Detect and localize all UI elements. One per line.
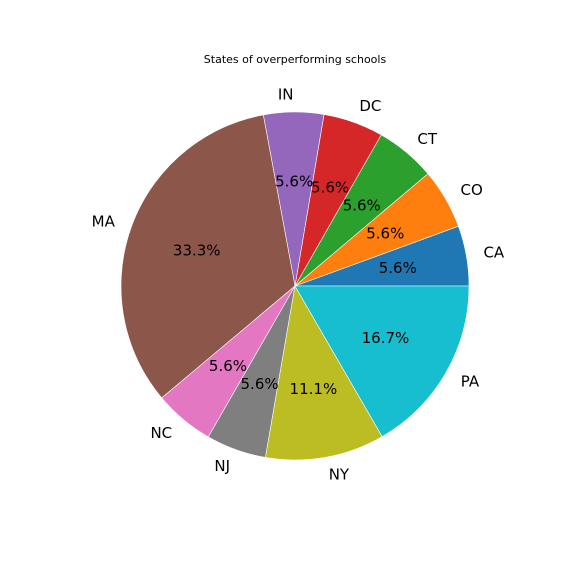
percent-label-ca: 5.6% — [379, 259, 417, 277]
slice-label-in: IN — [278, 86, 294, 104]
slice-label-nc: NC — [150, 424, 172, 442]
chart-title: States of overperforming schools — [204, 53, 387, 66]
percent-label-ct: 5.6% — [343, 197, 381, 215]
percent-label-nj: 5.6% — [241, 375, 279, 393]
percent-label-co: 5.6% — [366, 225, 404, 243]
pie-slice-ny — [265, 285, 383, 461]
percent-label-in: 5.6% — [275, 173, 313, 191]
percent-label-dc: 5.6% — [311, 179, 349, 197]
slice-label-ct: CT — [417, 130, 437, 148]
pie-slice-pa — [294, 285, 470, 438]
slice-label-ny: NY — [329, 465, 350, 483]
pie-labels: CA 5.6% CO 5.6% CT 5.6% DC 5.6% IN 5.6% MA 33.3% NC 5… — [92, 86, 505, 484]
slice-label-ca: CA — [483, 244, 504, 262]
pie-slices — [120, 111, 470, 461]
percent-label-nc: 5.6% — [209, 357, 247, 375]
percent-label-ma: 33.3% — [173, 242, 221, 260]
pie-slice-ma — [120, 114, 296, 399]
slice-label-ma: MA — [92, 212, 116, 230]
percent-label-ny: 11.1% — [290, 380, 338, 398]
slice-label-pa: PA — [461, 373, 480, 391]
slice-label-nj: NJ — [214, 457, 230, 475]
slice-label-dc: DC — [359, 97, 381, 115]
slice-label-co: CO — [461, 181, 483, 199]
percent-label-pa: 16.7% — [362, 329, 410, 347]
